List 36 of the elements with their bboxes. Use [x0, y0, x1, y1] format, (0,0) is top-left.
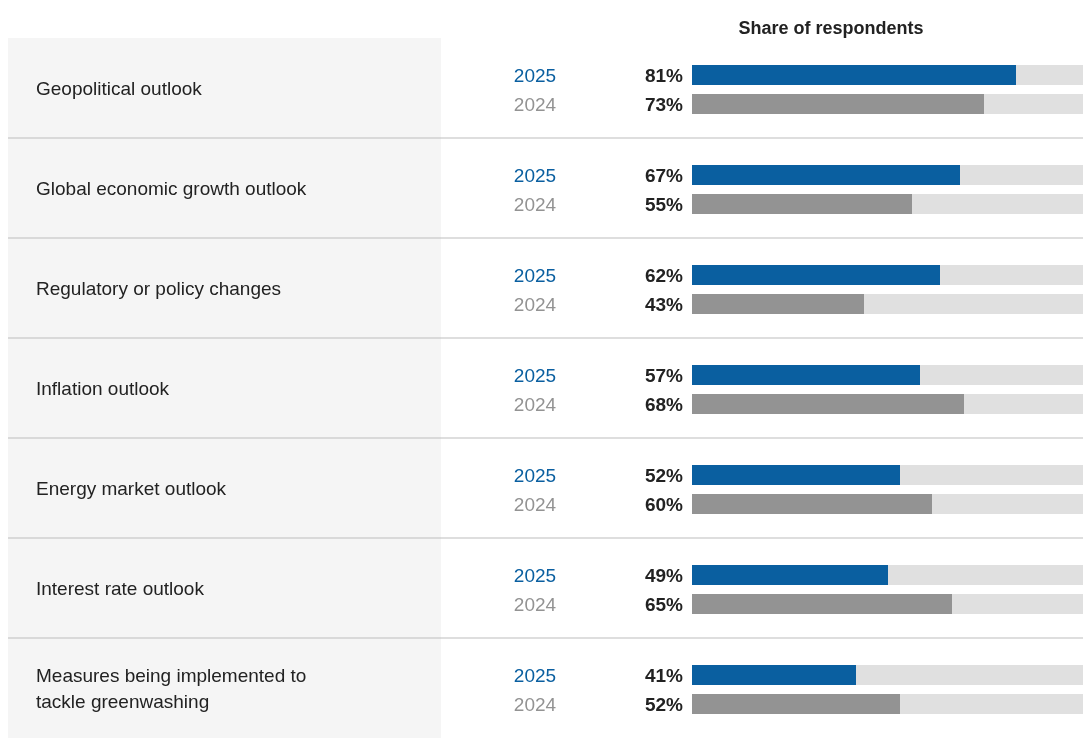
text: 2024 — [513, 594, 557, 615]
y-tick-label: Regulatory or policy changes — [36, 278, 282, 299]
y-tick-label: Interest rate outlook — [36, 578, 205, 599]
data-label: 49% — [644, 565, 684, 586]
text: 2025 — [513, 665, 557, 686]
text: 2025 — [513, 265, 557, 286]
text: 2024 — [513, 94, 557, 115]
y-tick-label: Energy market outlook — [36, 478, 227, 499]
data-label: 57% — [644, 365, 684, 386]
text: 2025 — [513, 65, 557, 86]
data-label: 52% — [644, 465, 684, 486]
y-tick-label: Global economic growth outlook — [36, 178, 307, 199]
data-label: 81% — [644, 65, 684, 86]
data-label: 62% — [644, 265, 684, 286]
text: 2025 — [513, 465, 557, 486]
text: 2025 — [513, 565, 557, 586]
data-label: 41% — [644, 665, 684, 686]
text: 2025 — [513, 165, 557, 186]
data-label: 55% — [644, 194, 684, 215]
data-label: 68% — [644, 394, 684, 415]
y-tick-label: Measures being implemented to tackle greenwashing — [36, 665, 307, 712]
text: 2024 — [513, 194, 557, 215]
text: 2024 — [513, 694, 557, 715]
data-label: 73% — [644, 94, 684, 115]
y-tick-label: Geopolitical outlook — [36, 78, 203, 99]
data-label: 60% — [644, 494, 684, 515]
chart-title: Share of respondents — [738, 18, 924, 38]
data-label: 43% — [644, 294, 684, 315]
text: 2024 — [513, 494, 557, 515]
data-label: 67% — [644, 165, 684, 186]
text: 2025 — [513, 365, 557, 386]
text: 2024 — [513, 294, 557, 315]
data-label: 65% — [644, 594, 684, 615]
data-label: 52% — [644, 694, 684, 715]
y-tick-label: Inflation outlook — [36, 378, 170, 399]
text: 2024 — [513, 394, 557, 415]
